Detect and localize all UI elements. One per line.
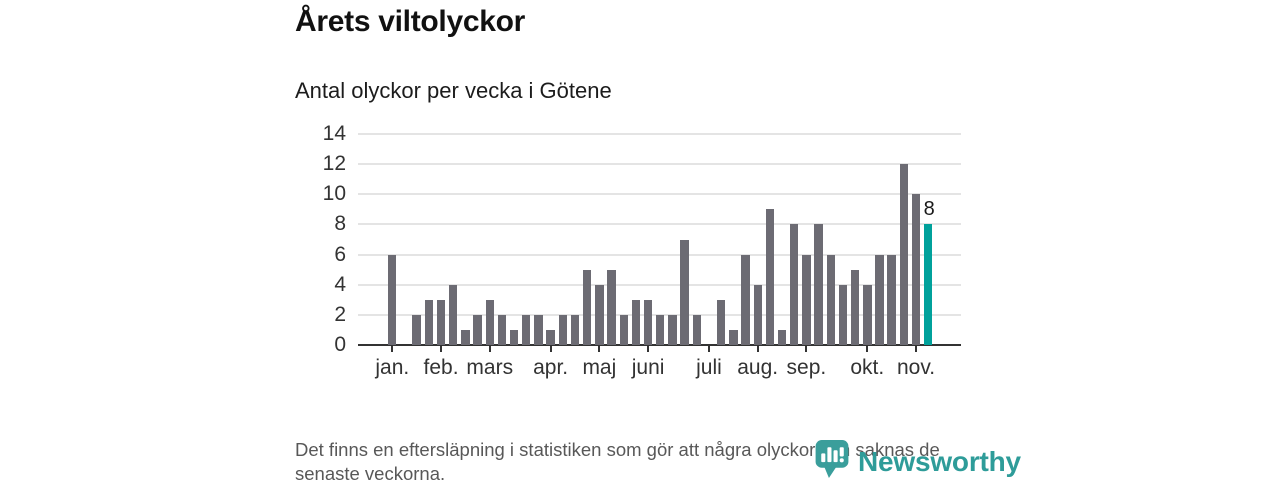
bar-week-17 [582, 269, 592, 345]
bar-week-26 [692, 314, 701, 345]
gridline-y-8 [358, 223, 961, 226]
x-tick-sep [805, 345, 808, 352]
x-axis-label-juni: juni [631, 356, 665, 379]
gridline-y-10 [358, 193, 961, 196]
footer-note: Det finns en eftersläpning i statistiken… [295, 439, 940, 484]
newsworthy-wordmark: Newsworthy [858, 445, 1021, 477]
x-axis-label-okt: okt. [850, 356, 885, 379]
bar-week-12 [522, 314, 531, 345]
x-tick-okt [866, 345, 869, 352]
x-tick-nov [915, 345, 918, 352]
bar-week-20 [619, 314, 628, 345]
x-axis-label-nov: nov. [896, 356, 936, 379]
bar-week-19 [607, 269, 616, 345]
bar-value-label: 8 [923, 198, 935, 221]
x-axis-label-maj: maj [582, 356, 617, 379]
x-axis-label-juli: juli [696, 356, 722, 379]
bar-week-28 [716, 299, 726, 345]
y-axis-label-0: 0 [334, 333, 346, 356]
bar-week-23 [656, 314, 665, 345]
bar-week-9 [485, 299, 494, 345]
bar-week-33 [777, 329, 787, 345]
x-axis-label-apr: apr. [533, 356, 569, 379]
bar-week-40 [863, 284, 872, 345]
bar-week-32 [765, 209, 775, 345]
y-axis-label-8: 8 [334, 212, 346, 236]
bar-week-21 [631, 299, 641, 345]
bar-week-18 [595, 284, 604, 345]
gridline-y-12 [358, 163, 961, 166]
y-axis-label-6: 6 [334, 242, 346, 266]
bar-week-15 [558, 314, 567, 345]
bar-week-3 [412, 314, 421, 345]
x-tick-jan [391, 345, 394, 352]
gridline-y-14 [358, 133, 961, 135]
chart-title: Årets viltolyckor [295, 5, 525, 38]
bar-week-22 [643, 299, 653, 345]
bar-week-36 [814, 224, 823, 345]
bar-week-39 [850, 269, 860, 345]
bar-week-37 [826, 254, 835, 345]
bar-week-7 [461, 329, 470, 345]
bar-week-11 [509, 329, 519, 345]
y-axis-label-10: 10 [322, 182, 346, 206]
bar-week-44 [911, 194, 921, 345]
bar-week-8 [473, 314, 482, 345]
bar-week-4 [424, 299, 434, 345]
x-tick-juli [707, 345, 710, 352]
bar-week-6 [449, 284, 458, 345]
y-axis-label-4: 4 [334, 272, 346, 296]
x-tick-mars [488, 345, 491, 352]
x-axis-label-sep: sep. [786, 356, 827, 379]
newsworthy-pin-icon [812, 438, 852, 484]
bar-week-34 [790, 224, 799, 345]
bar-week-38 [838, 284, 848, 345]
bar-week-14 [546, 329, 555, 345]
plot-area: 8 [358, 133, 961, 346]
bar-week-42 [887, 254, 896, 345]
x-axis-label-mars: mars [466, 356, 514, 379]
bar-week-25 [680, 239, 689, 345]
x-axis-label-aug: aug. [737, 356, 779, 379]
x-axis-label-jan: jan. [375, 356, 410, 379]
newsworthy-logo: Newsworthy [812, 438, 1021, 484]
bar-week-5 [436, 299, 446, 345]
y-axis-label-2: 2 [334, 302, 346, 326]
chart-subtitle: Antal olyckor per vecka i Götene [295, 78, 612, 103]
bar-week-41 [875, 254, 884, 345]
highlighted-bar-week-45 [924, 224, 933, 345]
x-tick-feb [440, 345, 443, 352]
bar-week-13 [534, 314, 543, 345]
y-axis-labels: 0 2 4 6 8 10 12 14 [278, 123, 346, 356]
x-axis-label-feb: feb. [423, 356, 459, 379]
y-axis-label-14: 14 [322, 122, 346, 145]
x-tick-aug [756, 345, 759, 352]
bar-week-24 [668, 314, 677, 345]
x-axis-line [358, 344, 961, 346]
y-axis-label-12: 12 [322, 152, 346, 176]
gridline-y-2 [358, 313, 961, 316]
bar-week-10 [497, 314, 507, 345]
x-tick-juni [647, 345, 650, 352]
bar-week-29 [729, 329, 738, 345]
bar-week-16 [570, 314, 580, 345]
x-tick-apr [549, 345, 552, 352]
bar-week-43 [899, 164, 909, 345]
gridline-y-6 [358, 253, 961, 256]
bar-week-30 [741, 254, 750, 345]
bar-week-31 [753, 284, 762, 345]
bar-week-1 [388, 254, 397, 345]
gridline-y-4 [358, 283, 961, 286]
bar-week-35 [802, 254, 811, 345]
x-tick-maj [598, 345, 601, 352]
